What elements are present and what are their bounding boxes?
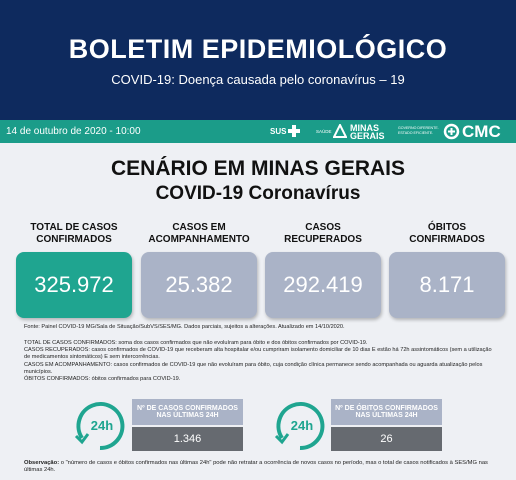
cross-icon bbox=[288, 125, 300, 137]
last24-label: Nº DE CASOS CONFIRMADOS NAS ÚLTIMAS 24H bbox=[132, 399, 243, 425]
card-label: CASOS RECUPERADOS bbox=[284, 222, 362, 245]
date: 14 de outubro de 2020 - 10:00 bbox=[6, 126, 141, 137]
card-label: TOTAL DE CASOS CONFIRMADOS bbox=[30, 222, 118, 245]
definition-term: CASOS EM ACOMPANHAMENTO: bbox=[24, 361, 113, 368]
definition-term: CASOS RECUPERADOS: bbox=[24, 347, 90, 354]
saude: SAÚDE bbox=[316, 129, 332, 134]
clock-ring bbox=[276, 402, 325, 451]
title: BOLETIM EPIDEMIOLÓGICO bbox=[68, 34, 448, 64]
definition: CASOS EM ACOMPANHAMENTO: casos confirmad… bbox=[24, 362, 498, 376]
last24-label: Nº DE ÓBITOS CONFIRMADOS NAS ÚLTIMAS 24H bbox=[331, 399, 442, 425]
source: Fonte: Painel COVID-19 MG/Sala de Situaç… bbox=[24, 324, 345, 330]
definition-text: soma dos casos confirmados que não evolu… bbox=[118, 340, 368, 346]
definitions: TOTAL DE CASOS CONFIRMADOS: soma dos cas… bbox=[24, 340, 498, 383]
card-value: 325.972 bbox=[16, 252, 132, 318]
definition: ÓBITOS CONFIRMADOS: óbitos confirmados p… bbox=[24, 376, 498, 383]
definition-text: casos confirmados de COVID-19 que não ev… bbox=[24, 361, 483, 375]
card-label: ÓBITOS CONFIRMADOS bbox=[409, 222, 485, 245]
definition-term: ÓBITOS CONFIRMADOS: bbox=[24, 376, 91, 383]
cmc: CMC bbox=[462, 122, 501, 141]
info-bar: 14 de outubro de 2020 - 10:00 SUS SAÚDE … bbox=[0, 120, 516, 143]
last24-value: 1.346 bbox=[132, 427, 243, 451]
clock-ring bbox=[76, 402, 125, 451]
definition-term: TOTAL DE CASOS CONFIRMADOS: bbox=[24, 340, 117, 346]
definition: TOTAL DE CASOS CONFIRMADOS: soma dos cas… bbox=[24, 340, 498, 347]
mg-logo bbox=[333, 124, 347, 138]
clock-arrow bbox=[74, 433, 90, 445]
card-value: 25.382 bbox=[141, 252, 257, 318]
definition-text: óbitos confirmados para COVID-19. bbox=[91, 376, 181, 383]
card-value: 292.419 bbox=[265, 252, 381, 318]
card-value: 8.171 bbox=[389, 252, 505, 318]
scenario-title: CENÁRIO EM MINAS GERAIS bbox=[110, 157, 406, 180]
clock-label: 24h bbox=[91, 418, 113, 433]
scenario-subtitle: COVID-19 Coronavírus bbox=[155, 183, 361, 204]
header: BOLETIM EPIDEMIOLÓGICO COVID-19: Doença … bbox=[0, 0, 516, 120]
note-term: Observação: bbox=[24, 460, 60, 466]
slogan: GOVERNO DIFERENTE. ESTADO EFICIENTE. bbox=[398, 126, 439, 135]
definition-text: casos confirmados de COVID-19 que recebe… bbox=[24, 347, 492, 361]
clock-icon: 24h bbox=[274, 402, 325, 451]
sus-logo: SUS bbox=[270, 127, 287, 136]
note: Observação: o "número de casos e óbitos … bbox=[24, 460, 498, 475]
clock-label: 24h bbox=[291, 418, 313, 433]
clock-icon: 24h bbox=[74, 402, 125, 451]
cmc-icon bbox=[443, 123, 460, 140]
definition: CASOS RECUPERADOS: casos confirmados de … bbox=[24, 347, 498, 361]
state: MINAS GERAIS bbox=[350, 123, 385, 141]
clock-arrow bbox=[274, 433, 290, 445]
subtitle: COVID-19: Doença causada pelo coronavíru… bbox=[111, 72, 405, 87]
card-label: CASOS EM ACOMPANHAMENTO bbox=[148, 222, 250, 245]
last24-value: 26 bbox=[331, 427, 442, 451]
note-text: o "número de casos e óbitos confirmados … bbox=[24, 460, 488, 474]
